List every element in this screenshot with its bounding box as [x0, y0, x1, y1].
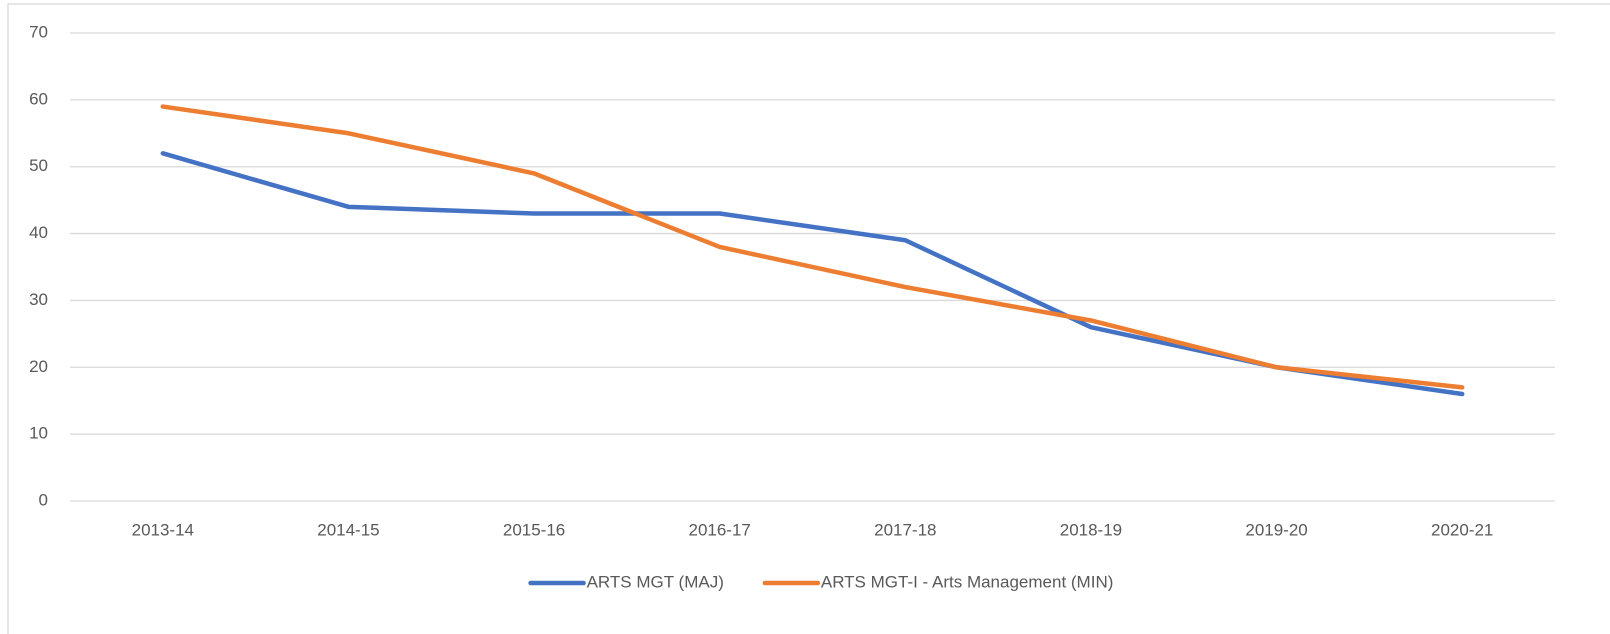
x-tick-label: 2019-20 — [1245, 520, 1307, 539]
y-tick-label: 0 — [39, 490, 48, 509]
x-tick-label: 2013-14 — [132, 520, 194, 539]
x-tick-label: 2017-18 — [874, 520, 936, 539]
series-line — [160, 104, 1465, 390]
y-tick-label: 10 — [29, 424, 48, 443]
chart-border — [7, 3, 1610, 634]
x-tick-label: 2016-17 — [688, 520, 750, 539]
x-tick-label: 2014-15 — [317, 520, 379, 539]
y-tick-label: 70 — [29, 22, 48, 41]
x-tick-label: 2015-16 — [503, 520, 565, 539]
x-tick-label: 2020-21 — [1431, 520, 1493, 539]
y-tick-label: 50 — [29, 156, 48, 175]
legend-label: ARTS MGT-I - Arts Management (MIN) — [821, 572, 1114, 591]
x-tick-label: 2018-19 — [1060, 520, 1122, 539]
y-tick-label: 60 — [29, 89, 48, 108]
y-tick-label: 20 — [29, 357, 48, 376]
y-tick-label: 40 — [29, 223, 48, 242]
series-line — [160, 151, 1465, 397]
y-tick-label: 30 — [29, 290, 48, 309]
legend-label: ARTS MGT (MAJ) — [587, 572, 724, 591]
